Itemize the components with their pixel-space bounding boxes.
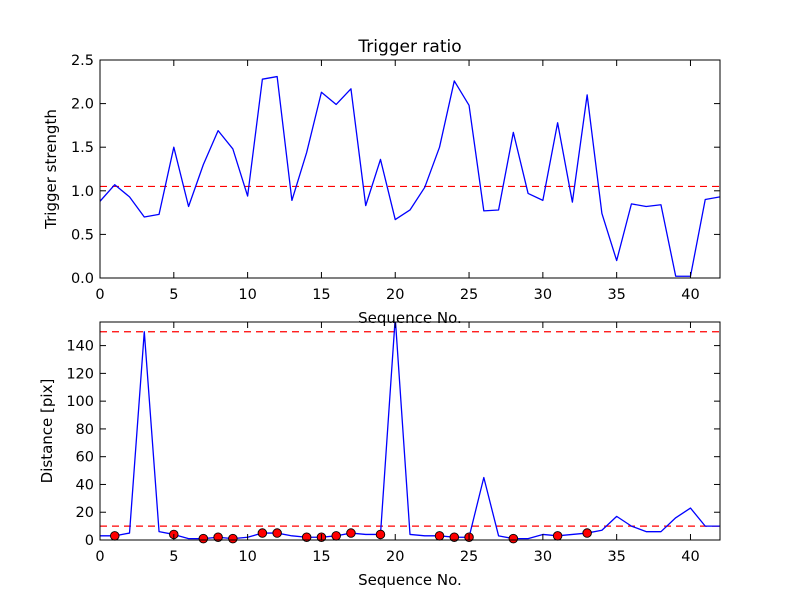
marker-point	[375, 529, 386, 540]
x-tick-label: 10	[238, 287, 256, 303]
marker-point	[552, 531, 563, 541]
x-tick-label: 5	[169, 287, 178, 303]
y-tick-label: 1.5	[71, 140, 94, 156]
y-tick-label: 60	[76, 450, 94, 466]
y-axis-label: Distance [pix]	[38, 379, 56, 484]
y-tick-label: 2.5	[71, 53, 94, 69]
x-tick-label: 25	[460, 287, 478, 303]
x-tick-label: 0	[95, 287, 104, 303]
x-tick-label: 15	[312, 549, 330, 565]
series-line	[100, 75, 720, 277]
x-tick-label: 30	[534, 287, 552, 303]
plot-frame	[99, 59, 721, 279]
marker-point	[272, 528, 282, 538]
x-tick-label: 15	[312, 287, 330, 303]
y-tick-label: 80	[76, 422, 94, 438]
y-tick-label: 120	[66, 366, 94, 382]
x-axis-label: Sequence No.	[358, 309, 462, 327]
x-tick-label: 40	[681, 287, 699, 303]
plot-frame	[99, 321, 721, 541]
y-tick-label: 0.0	[71, 271, 94, 287]
marker-point	[346, 528, 356, 538]
marker-point	[213, 532, 223, 542]
y-tick-label: 100	[66, 394, 94, 410]
y-tick-label: 1.0	[71, 184, 94, 200]
x-tick-label: 0	[95, 549, 104, 565]
y-tick-label: 0	[85, 533, 94, 549]
y-tick-label: 40	[76, 477, 94, 493]
marker-point	[434, 531, 445, 541]
y-tick-label: 140	[66, 339, 94, 355]
marker-point	[582, 528, 592, 538]
marker-point	[228, 533, 238, 544]
x-tick-label: 20	[386, 287, 404, 303]
marker-point	[257, 528, 268, 538]
x-tick-label: 25	[460, 549, 478, 565]
x-tick-label: 5	[169, 549, 178, 565]
marker-point	[110, 531, 120, 541]
marker-point	[198, 533, 209, 544]
x-axis-label: Sequence No.	[358, 571, 462, 589]
x-tick-label: 35	[607, 549, 625, 565]
trigger-ratio-chart: 0 5 10 15 20 25 30 35 40 0.0 0.5 1.0 1.5 2.0 2.5 Trigge…	[42, 37, 721, 327]
marker-point	[508, 533, 519, 544]
y-axis-label: Trigger strength	[42, 109, 60, 230]
x-tick-label: 40	[681, 549, 699, 565]
y-tick-label: 20	[76, 505, 94, 521]
marker-point	[301, 532, 312, 542]
series-line	[100, 322, 720, 540]
x-tick-label: 35	[607, 287, 625, 303]
marker-point	[449, 532, 460, 542]
chart-title: Trigger ratio	[357, 37, 461, 57]
y-tick-label: 2.0	[71, 97, 94, 113]
y-tick-label: 0.5	[71, 227, 94, 243]
x-tick-label: 20	[386, 549, 404, 565]
x-tick-label: 30	[534, 549, 552, 565]
distance-chart: 0 5 10 15 20 25 30 35 40 0 20 40 60 80 100 120 140 Sequen…	[38, 321, 721, 589]
marker-point	[331, 531, 341, 541]
x-tick-label: 10	[238, 549, 256, 565]
